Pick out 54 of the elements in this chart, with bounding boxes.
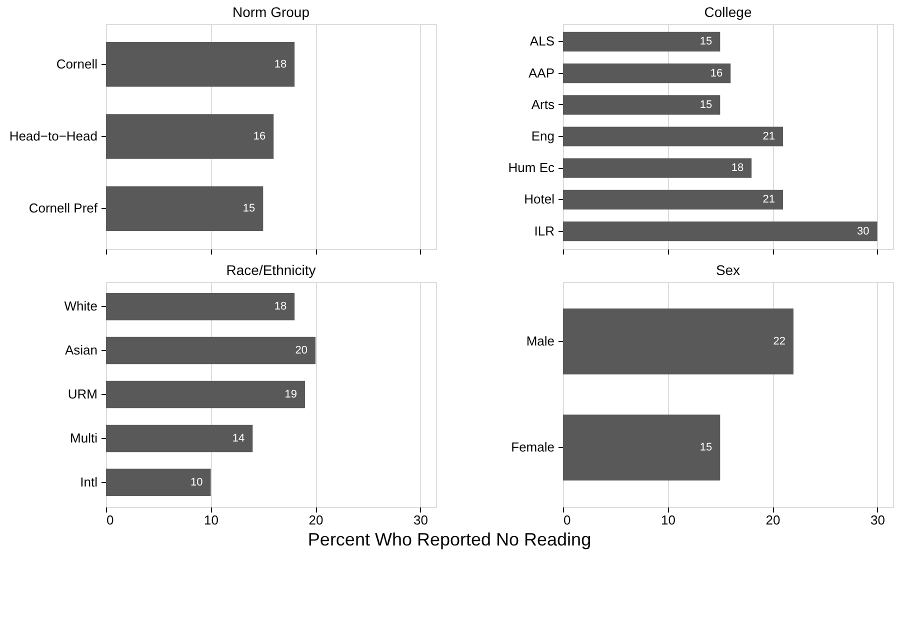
y-tick-label: ILR [534, 223, 554, 238]
data-label: 18 [731, 162, 744, 174]
data-label: 20 [295, 344, 308, 357]
data-label: 16 [710, 67, 723, 80]
data-label: 15 [700, 442, 712, 454]
x-tick-label: 20 [308, 512, 324, 528]
data-label: 21 [762, 194, 775, 206]
x-tick-label: 10 [661, 512, 676, 528]
x-tick-label: 20 [766, 512, 780, 528]
x-axis-title: Percent Who Reported No Reading [308, 530, 592, 550]
y-tick-label: Asian [64, 342, 98, 358]
y-tick-label: Cornell Pref [28, 200, 98, 216]
y-tick-label: Arts [531, 96, 555, 112]
data-label: 18 [274, 300, 287, 313]
bar [563, 158, 752, 178]
bar [563, 190, 783, 210]
bar [563, 32, 720, 52]
chart-title: Norm Group [232, 4, 310, 20]
data-label: 30 [857, 225, 870, 238]
x-tick-label: 30 [414, 512, 428, 528]
y-tick-label: Cornell [56, 56, 98, 72]
chart-title: College [704, 4, 752, 20]
data-label: 16 [253, 130, 266, 142]
data-label: 21 [762, 130, 775, 142]
y-tick-label: Eng [531, 128, 554, 144]
bar [563, 95, 720, 115]
y-tick-label: Hum Ec [508, 160, 555, 176]
y-tick-label: Female [511, 440, 554, 455]
y-tick-label: Hotel [524, 192, 555, 207]
y-tick-label: Multi [70, 430, 98, 446]
y-tick-label: Male [526, 333, 554, 348]
x-tick-label: 30 [870, 512, 886, 528]
bar [563, 126, 783, 146]
y-tick-label: White [64, 298, 98, 314]
x-tick-label: 10 [204, 512, 218, 528]
data-label: 14 [232, 432, 245, 444]
y-tick-label: Head−to−Head [9, 128, 98, 144]
y-tick-label: Intl [80, 474, 98, 490]
bar [563, 222, 878, 242]
data-label: 22 [773, 335, 786, 348]
bar [563, 64, 731, 84]
x-tick-label: 0 [564, 512, 571, 528]
x-tick-label: 0 [106, 512, 114, 528]
data-label: 15 [700, 98, 712, 111]
chart-title: Sex [716, 262, 740, 278]
y-tick-label: AAP [528, 65, 554, 80]
y-tick-label: URM [68, 386, 98, 402]
data-label: 10 [190, 476, 203, 488]
data-label: 15 [242, 202, 256, 215]
data-label: 19 [284, 388, 298, 400]
y-tick-label: ALS [530, 34, 555, 49]
data-label: 18 [274, 58, 287, 70]
data-label: 15 [700, 36, 712, 48]
chart-title: Race/Ethnicity [226, 262, 316, 278]
